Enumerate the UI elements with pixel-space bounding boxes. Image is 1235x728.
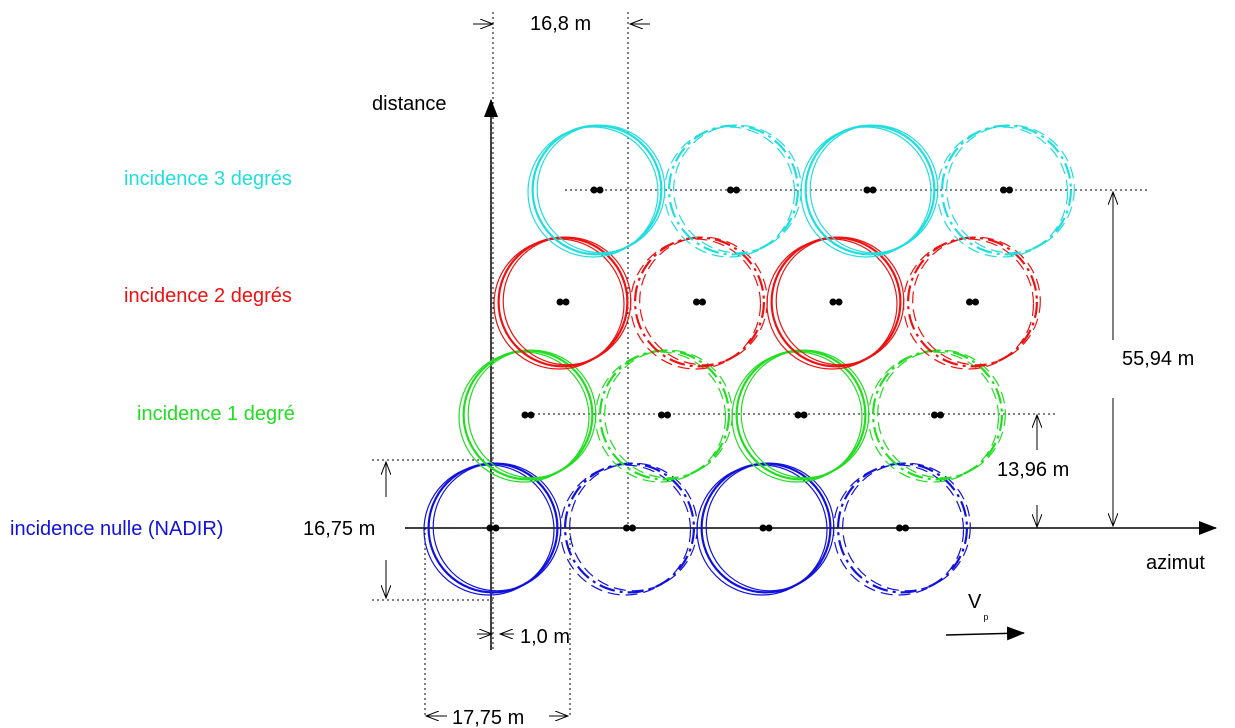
velocity-symbol: V <box>968 591 982 613</box>
step-1deg-label: 13,96 m <box>997 459 1069 481</box>
footprint-1deg-4 <box>867 349 1006 483</box>
footprint-3deg-4 <box>936 124 1075 258</box>
footprint-2deg-2 <box>629 236 768 370</box>
step-3deg-label: 55,94 m <box>1122 348 1194 370</box>
footprint-2deg-3 <box>766 236 905 370</box>
footprint-width-label: 17,75 m <box>452 707 524 728</box>
velocity-subscript: p <box>983 612 988 622</box>
footprint-1deg-2 <box>594 349 733 483</box>
row-label-1deg: incidence 1 degré <box>137 403 295 425</box>
guide-lines <box>372 12 1148 716</box>
footprint-height-label: 16,75 m <box>303 518 375 540</box>
footprint-nadir-3 <box>696 462 835 596</box>
row-label-3deg: incidence 3 degrés <box>124 168 292 190</box>
azimut-axis-label: azimut <box>1146 552 1205 574</box>
footprint-nadir-1 <box>423 462 562 596</box>
footprint-3deg-2 <box>663 124 802 258</box>
distance-axis-label: distance <box>372 93 447 115</box>
velocity-label: Vp <box>968 591 988 622</box>
footprint-3deg-1 <box>527 124 666 258</box>
offset-label: 1,0 m <box>520 626 570 648</box>
row-label-nadir: incidence nulle (NADIR) <box>10 518 223 540</box>
footprint-circles <box>423 124 1075 596</box>
footprint-1deg-1 <box>458 349 597 483</box>
dimension-arrows <box>386 24 1113 716</box>
footprint-nadir-2 <box>559 462 698 596</box>
footprint-nadir-4 <box>832 462 971 596</box>
footprint-1deg-3 <box>731 349 870 483</box>
footprint-2deg-1 <box>493 236 632 370</box>
footprint-2deg-4 <box>902 236 1041 370</box>
row-label-2deg: incidence 2 degrés <box>124 285 292 307</box>
velocity-arrow <box>945 626 1025 641</box>
top-spacing-label: 16,8 m <box>530 13 591 35</box>
footprint-3deg-3 <box>800 124 939 258</box>
